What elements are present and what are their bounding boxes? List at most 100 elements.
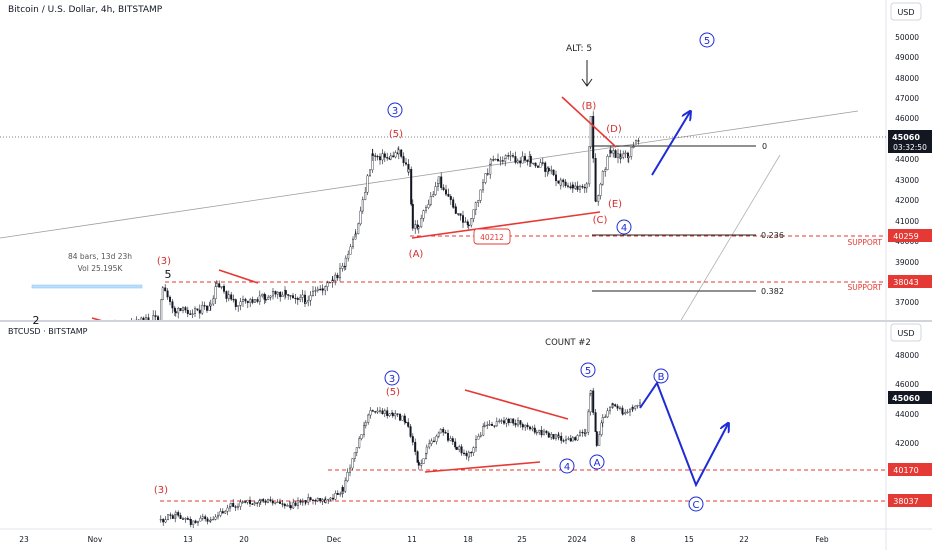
wave-label-5: (5) [389,129,403,140]
candle-body [161,287,164,300]
candle-body [171,515,174,519]
bottom-symbol-title[interactable]: BTCUSD · BITSTAMP [8,327,88,336]
wave-label-black-2: 2 [33,314,40,327]
candle-body [420,463,423,466]
candle-body [497,158,500,162]
candle-body [604,416,607,418]
candle-body [543,430,546,436]
candle-body [159,519,162,521]
candle-body [381,410,384,414]
candle-body [394,413,397,417]
triangle-lower-line[interactable] [411,211,601,239]
candle-body [205,305,208,311]
candle-body [181,307,184,311]
candle-body [186,309,189,314]
candle-body [430,440,433,444]
wave-circle-3 [387,102,403,118]
candle-body [534,162,537,167]
candle-body [401,415,404,421]
candle-body [606,156,609,170]
bottom-last-price-value: 45060 [892,394,920,403]
level-tag-38037-value: 38037 [893,497,918,506]
candle-body [166,514,169,520]
candle-body [526,159,529,162]
red-trend-segment[interactable] [218,269,259,284]
candle-body [417,226,420,229]
alt-label: ALT: 5 [566,44,592,54]
candle-body [619,407,622,409]
candle-body [532,162,535,165]
candle-body [319,498,322,502]
candle-body [297,500,300,506]
candle-body [191,313,194,315]
candle-body [531,427,534,430]
candle-body [458,446,461,450]
candle-body [609,407,612,412]
symbol-title[interactable]: Bitcoin / U.S. Dollar, 4h, BITSTAMP [8,5,163,15]
candle-body [212,519,215,521]
candle-body [351,458,354,469]
candle-body [514,156,517,163]
candle-body [562,440,565,442]
candle-body [535,431,538,434]
candle-body [239,301,242,306]
candle-body [230,294,233,300]
red-trend-segment-left[interactable] [91,317,106,322]
candle-body [492,159,495,161]
currency-button-frame[interactable] [890,2,922,21]
candle-body [540,429,543,436]
candle-body [552,169,555,176]
fib-trend-line[interactable] [680,154,781,322]
projection-zigzag[interactable] [639,380,728,488]
candle-body [639,402,642,406]
candle-body [544,162,547,172]
bars-range-measure[interactable] [31,284,143,289]
count2-upper-line[interactable] [464,389,569,420]
candle-body [391,412,394,417]
candle-body [347,254,350,259]
candle-body [359,210,362,225]
candle-body [550,169,553,172]
candle-body [341,487,344,492]
candle-body [164,287,167,292]
count-2-pane[interactable] [159,380,886,529]
candle-body [539,162,542,168]
candle-body [560,435,563,441]
candle-body [332,497,335,500]
candle-body [504,155,507,159]
candle-body [519,420,522,425]
triangle-upper-line[interactable] [561,96,617,148]
currency-button[interactable]: USD [897,8,914,17]
candle-body [592,116,595,159]
candle-body [253,299,256,303]
candle-body [309,497,312,501]
bottom-currency-frame[interactable] [890,323,922,342]
candle-body [234,506,237,508]
candle-body [336,274,339,279]
price-tick-label: 50000 [895,33,919,42]
candle-body [464,221,467,223]
candle-body [279,501,282,504]
trend-line[interactable] [0,110,859,239]
candle-body [512,155,515,157]
time-tick-label: 11 [407,535,417,544]
count2-lower-line[interactable] [424,461,541,473]
price-box[interactable] [473,228,511,245]
candle-body [201,516,204,519]
candle-body [477,436,480,440]
candle-body [629,409,632,413]
time-axis[interactable]: 23 Nov 13 20 Dec 11 18 25 2024 8 15 22 Feb [19,535,829,544]
count-label: COUNT #2 [545,338,591,348]
candle-body [212,298,215,305]
main-price-pane[interactable] [0,60,886,351]
candle-body [432,194,435,197]
bottom-currency-button[interactable]: USD [897,329,914,338]
count2-circle-c-label: C [693,500,700,511]
projection-arrow[interactable] [651,112,690,176]
bottom-last-price-tag [888,391,932,404]
candle-body [204,516,207,520]
candle-body [579,431,582,436]
candle-body [635,140,638,147]
candle-body [410,168,413,205]
candle-body [312,499,315,501]
